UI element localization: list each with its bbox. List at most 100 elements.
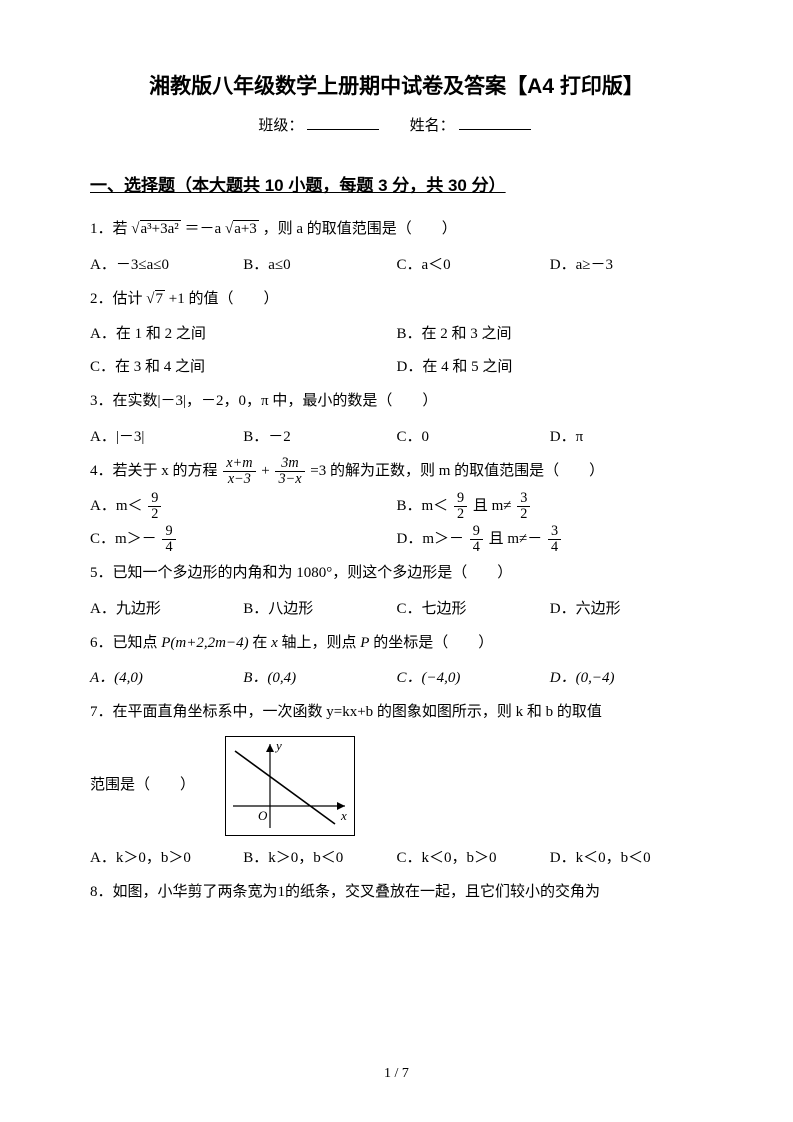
q4-f2-num: 3m — [275, 456, 304, 471]
q4-f1-num: x+m — [223, 456, 255, 471]
q4-opt-b: B．m＜ 92 且 m≠ 32 — [397, 490, 704, 523]
q6-opt-b: B．(0,4) — [243, 662, 396, 695]
num: 3 — [548, 524, 561, 539]
q4-d-prefix: D．m＞－ — [397, 531, 465, 547]
class-blank — [307, 114, 379, 130]
den: 4 — [548, 539, 561, 555]
q7-opt-d: D．k＜0，b＜0 — [550, 842, 703, 875]
den: 4 — [470, 539, 483, 555]
q4-options-row1: A．m＜ 92 B．m＜ 92 且 m≠ 32 — [90, 490, 703, 523]
q4-plus: + — [261, 463, 269, 479]
q6-opt-d: D．(0,−4) — [550, 662, 703, 695]
q1-root2: a+3 — [233, 220, 259, 237]
q4-b-prefix: B．m＜ — [397, 498, 449, 514]
page-title: 湘教版八年级数学上册期中试卷及答案【A4 打印版】 — [90, 70, 703, 100]
q6-opt-a: A．(4,0) — [90, 662, 243, 695]
q5-options: A．九边形 B．八边形 C．七边形 D．六边形 — [90, 593, 703, 626]
den: 2 — [454, 506, 467, 522]
meta-line: 班级： 姓名： — [90, 114, 703, 135]
q4-prefix: 4．若关于 x 的方程 — [90, 463, 218, 479]
q6-prefix: 6．已知点 — [90, 635, 161, 651]
fraction: x+m x−3 — [223, 456, 255, 487]
q6-opt-c: C．(−4,0) — [397, 662, 550, 695]
question-4: 4．若关于 x 的方程 x+m x−3 + 3m 3−x =3 的解为正数，则 … — [90, 454, 703, 489]
q4-d-mid: 且 m≠－ — [489, 531, 543, 547]
q1-mid: ＝－a — [185, 221, 222, 237]
q3-opt-b: B．－2 — [243, 421, 396, 454]
q4-opt-c: C．m＞－ 94 — [90, 523, 397, 556]
section-1-heading: 一、选择题（本大题共 10 小题，每题 3 分，共 30 分） — [90, 171, 703, 196]
q5-opt-a: A．九边形 — [90, 593, 243, 626]
num: 9 — [470, 524, 483, 539]
q2-opt-c: C．在 3 和 4 之间 — [90, 351, 397, 384]
question-3: 3．在实数|－3|，－2，0，π 中，最小的数是（ ） — [90, 384, 703, 419]
q6-suffix: 轴上，则点 — [282, 635, 361, 651]
question-5: 5．已知一个多边形的内角和为 1080°，则这个多边形是（ ） — [90, 556, 703, 591]
q3-opt-c: C．0 — [397, 421, 550, 454]
fraction: 94 — [162, 524, 175, 555]
q7-opt-c: C．k＜0，b＞0 — [397, 842, 550, 875]
sqrt-icon: a+3 — [225, 212, 259, 247]
q4-suffix: =3 的解为正数，则 m 的取值范围是（ ） — [310, 463, 604, 479]
q3-opt-d: D．π — [550, 421, 703, 454]
q4-a-prefix: A．m＜ — [90, 498, 143, 514]
q1-options: A．－3≤a≤0 B．a≤0 C．a＜0 D．a≥－3 — [90, 249, 703, 282]
fraction: 92 — [454, 491, 467, 522]
q7-graph: yxO — [225, 736, 355, 836]
q1-suffix: ，则 a 的取值范围是（ ） — [263, 221, 457, 237]
q4-f2-den: 3−x — [275, 471, 304, 487]
class-label: 班级： — [258, 118, 303, 134]
q5-opt-c: C．七边形 — [397, 593, 550, 626]
q6-pvar: P — [360, 635, 369, 651]
q1-prefix: 1．若 — [90, 221, 128, 237]
q4-b-mid: 且 m≠ — [473, 498, 512, 514]
q4-c-prefix: C．m＞－ — [90, 531, 157, 547]
q1-opt-b: B．a≤0 — [243, 249, 396, 282]
num: 9 — [454, 491, 467, 506]
q2-opt-d: D．在 4 和 5 之间 — [397, 351, 704, 384]
name-blank — [459, 114, 531, 130]
fraction: 3m 3−x — [275, 456, 304, 487]
q1-opt-a: A．－3≤a≤0 — [90, 249, 243, 282]
q2-options: A．在 1 和 2 之间 B．在 2 和 3 之间 C．在 3 和 4 之间 D… — [90, 318, 703, 384]
sqrt-icon: a³+3a² — [131, 212, 181, 247]
q1-opt-d: D．a≥－3 — [550, 249, 703, 282]
svg-text:x: x — [340, 808, 347, 823]
den: 4 — [162, 539, 175, 555]
q1-opt-c: C．a＜0 — [397, 249, 550, 282]
sqrt-icon: 7 — [146, 282, 165, 317]
question-7: 7．在平面直角坐标系中，一次函数 y=kx+b 的图象如图所示，则 k 和 b … — [90, 695, 703, 730]
num: 9 — [162, 524, 175, 539]
q7-opt-a: A．k＞0，b＞0 — [90, 842, 243, 875]
q6-axis: x — [271, 635, 278, 651]
q4-opt-d: D．m＞－ 94 且 m≠－ 34 — [397, 523, 704, 556]
fraction: 94 — [470, 524, 483, 555]
q1-root1: a³+3a² — [140, 220, 181, 237]
name-label: 姓名： — [410, 118, 455, 134]
page-number: 1 / 7 — [0, 1066, 793, 1082]
fraction: 32 — [517, 491, 530, 522]
den: 2 — [148, 506, 161, 522]
fraction: 34 — [548, 524, 561, 555]
fraction: 92 — [148, 491, 161, 522]
question-6: 6．已知点 P(m+2,2m−4) 在 x 轴上，则点 P 的坐标是（ ） — [90, 626, 703, 661]
q7-graph-row: 范围是（ ） yxO — [90, 736, 703, 836]
num: 3 — [517, 491, 530, 506]
q4-opt-a: A．m＜ 92 — [90, 490, 397, 523]
q7-opt-b: B．k＞0，b＜0 — [243, 842, 396, 875]
q6-mid: 在 — [252, 635, 271, 651]
q2-root: 7 — [155, 290, 166, 307]
question-1: 1．若 a³+3a² ＝－a a+3 ，则 a 的取值范围是（ ） — [90, 212, 703, 247]
q5-opt-d: D．六边形 — [550, 593, 703, 626]
q6-options: A．(4,0) B．(0,4) C．(−4,0) D．(0,−4) — [90, 662, 703, 695]
q2-opt-a: A．在 1 和 2 之间 — [90, 318, 397, 351]
question-8: 8．如图，小华剪了两条宽为1的纸条，交叉叠放在一起，且它们较小的交角为 — [90, 875, 703, 910]
q2-suffix: +1 的值（ ） — [169, 291, 279, 307]
q7-options: A．k＞0，b＞0 B．k＞0，b＜0 C．k＜0，b＞0 D．k＜0，b＜0 — [90, 842, 703, 875]
num: 9 — [148, 491, 161, 506]
question-2: 2．估计 7 +1 的值（ ） — [90, 282, 703, 317]
q2-opt-b: B．在 2 和 3 之间 — [397, 318, 704, 351]
q6-suffix2: 的坐标是（ ） — [373, 635, 493, 651]
q7-text2: 范围是（ ） — [90, 768, 195, 803]
den: 2 — [517, 506, 530, 522]
